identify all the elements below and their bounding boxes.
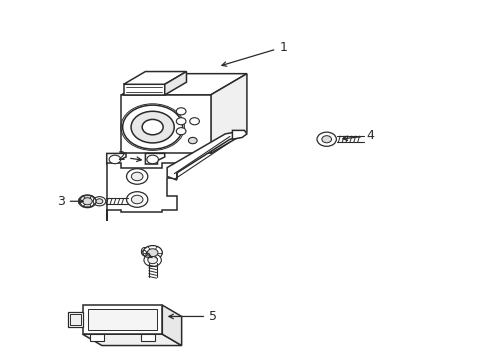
Bar bbox=[140, 334, 155, 341]
Text: 4: 4 bbox=[342, 129, 373, 142]
Circle shape bbox=[143, 254, 161, 266]
Circle shape bbox=[188, 138, 197, 144]
Circle shape bbox=[82, 198, 92, 205]
Circle shape bbox=[147, 249, 158, 257]
Circle shape bbox=[321, 136, 331, 143]
Bar bbox=[82, 305, 162, 334]
Text: 2: 2 bbox=[117, 150, 141, 163]
Bar bbox=[88, 309, 156, 330]
Circle shape bbox=[316, 132, 336, 146]
Bar bbox=[123, 84, 164, 95]
Text: 1: 1 bbox=[222, 41, 286, 66]
Circle shape bbox=[147, 257, 157, 264]
Circle shape bbox=[131, 111, 174, 143]
Circle shape bbox=[131, 172, 142, 181]
Polygon shape bbox=[82, 334, 181, 346]
Polygon shape bbox=[162, 305, 181, 346]
Polygon shape bbox=[121, 74, 246, 95]
Polygon shape bbox=[106, 163, 177, 221]
Circle shape bbox=[142, 246, 162, 260]
Polygon shape bbox=[79, 196, 87, 201]
Polygon shape bbox=[87, 201, 96, 207]
Circle shape bbox=[189, 118, 199, 125]
Text: 3: 3 bbox=[57, 195, 83, 208]
Text: 6: 6 bbox=[139, 246, 152, 259]
Circle shape bbox=[176, 128, 185, 135]
Polygon shape bbox=[79, 201, 87, 207]
Polygon shape bbox=[87, 196, 96, 201]
Polygon shape bbox=[164, 72, 186, 95]
Bar bbox=[90, 334, 104, 341]
Polygon shape bbox=[83, 196, 92, 201]
Circle shape bbox=[176, 118, 185, 125]
Circle shape bbox=[96, 199, 102, 204]
Polygon shape bbox=[145, 153, 164, 164]
Polygon shape bbox=[123, 72, 186, 84]
Circle shape bbox=[126, 192, 147, 207]
Circle shape bbox=[146, 155, 158, 164]
Polygon shape bbox=[83, 201, 92, 207]
Polygon shape bbox=[210, 74, 246, 153]
Bar bbox=[68, 312, 82, 327]
Circle shape bbox=[142, 120, 163, 135]
Circle shape bbox=[131, 195, 142, 204]
Circle shape bbox=[93, 197, 105, 206]
Bar bbox=[70, 314, 81, 325]
Circle shape bbox=[109, 155, 121, 164]
Text: 5: 5 bbox=[168, 310, 217, 323]
Circle shape bbox=[126, 168, 147, 184]
Bar bbox=[121, 95, 210, 153]
Polygon shape bbox=[167, 132, 239, 180]
Circle shape bbox=[122, 105, 182, 149]
Polygon shape bbox=[232, 130, 246, 139]
Polygon shape bbox=[106, 153, 126, 164]
Circle shape bbox=[176, 108, 185, 115]
